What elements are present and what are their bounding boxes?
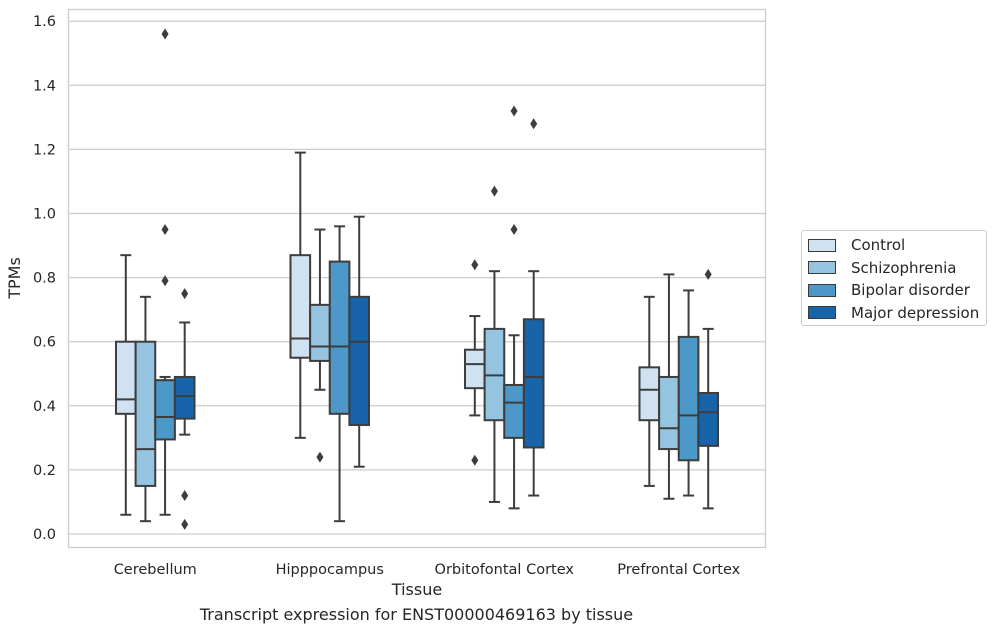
plot-frame [67,8,767,549]
chart-caption: Transcript expression for ENST0000046916… [199,605,634,624]
outlier-point [181,288,189,300]
legend-label: Major depression [851,303,980,322]
box-bipolar-disorder [503,105,525,510]
box-bipolar-disorder [677,289,700,497]
legend: Control Schizophrenia Bipolar disorder Majo… [801,230,987,326]
y-tick-label: 1.4 [33,78,56,94]
box-iqr [173,375,196,420]
grid-lines [68,20,766,535]
legend-item: Major depression [808,302,986,325]
legend-swatch [808,261,836,275]
legend-label: Bipolar disorder [851,281,970,300]
box-major-depression [522,118,545,497]
y-tick-label: 1.0 [33,207,56,223]
box-iqr [328,260,351,415]
box-iqr [503,383,525,439]
legend-label: Schizophrenia [851,258,957,277]
box-iqr [697,391,720,447]
box-control [289,151,312,439]
x-tick-label: Prefrontal Cortex [617,562,740,578]
outlier-point [316,451,324,463]
outlier-point [161,28,169,40]
box-major-depression [348,215,371,468]
y-axis-label: TPMs [5,257,24,300]
outlier-point [471,454,479,466]
y-tick-label: 0.2 [33,463,56,479]
y-tick-label: 1.2 [33,142,56,158]
legend-item: Schizophrenia [808,257,986,280]
box-iqr [658,375,680,451]
box-control [638,295,661,487]
outlier-point [510,224,518,236]
x-tick-labels: Cerebellum Hipppocampus Orbitofontal Corte… [114,562,741,578]
outlier-point [471,259,479,271]
y-tick-label: 0.6 [33,335,56,351]
x-tick-label: Cerebellum [114,562,197,578]
y-tick-label: 0.0 [33,527,56,543]
y-tick-label: 0.8 [33,271,56,287]
legend-item: Control [808,234,986,257]
box-iqr [134,340,157,487]
box-control [114,254,137,516]
box-schizophrenia [658,273,680,500]
y-tick-label: 1.6 [33,14,56,30]
box-control [463,259,486,466]
box-iqr [677,335,700,462]
box-bipolar-disorder [328,225,351,523]
box-iqr [309,303,331,362]
legend-swatch [808,283,836,297]
box-schizophrenia [309,228,331,463]
legend-item: Bipolar disorder [808,279,986,302]
legend-label: Control [851,236,906,255]
box-iqr [463,348,486,390]
outlier-point [510,105,518,117]
y-tick-label: 0.4 [33,399,56,415]
outlier-point [704,268,712,280]
legend-swatch [808,238,836,252]
box-iqr [522,318,545,449]
box-iqr [114,340,137,415]
x-axis-label: Tissue [391,580,442,599]
outlier-point [161,224,169,236]
box-iqr [638,366,661,422]
outlier-point [530,118,538,130]
y-tick-labels: 0.0 0.2 0.4 0.6 0.8 1.0 1.2 1.4 1.6 [33,14,56,543]
box-schizophrenia [134,295,157,523]
outlier-point [490,185,498,197]
x-tick-label: Hipppocampus [276,562,384,578]
box-major-depression [173,288,196,530]
outlier-point [181,490,189,502]
x-tick-label: Orbitofontal Cortex [435,562,575,578]
box-schizophrenia [483,185,506,503]
outlier-point [181,518,189,530]
plot-boxes [114,28,720,530]
box-iqr [154,379,176,441]
legend-swatch [808,306,836,320]
box-iqr [289,254,312,359]
box-major-depression [697,268,720,510]
box-iqr [348,295,371,427]
box-bipolar-disorder [154,28,176,516]
outlier-point [161,275,169,287]
